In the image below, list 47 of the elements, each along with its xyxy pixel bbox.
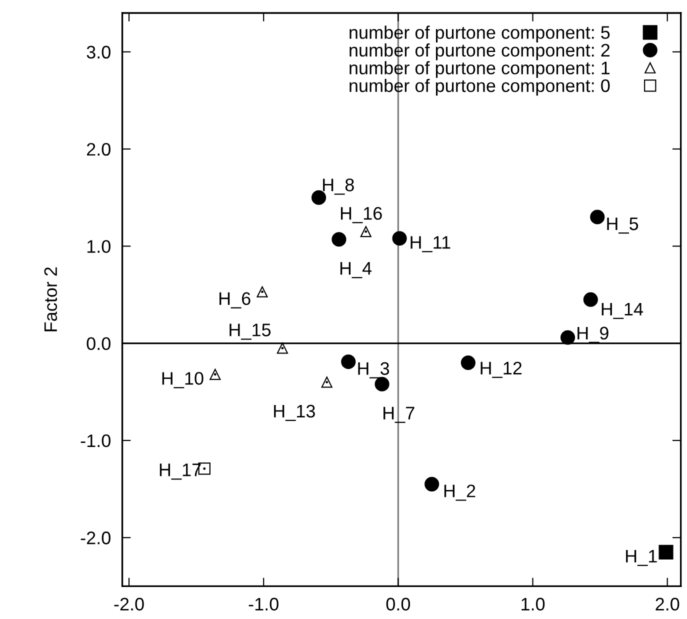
legend-label: number of purtone component: 2 xyxy=(350,43,610,60)
y-axis-title: Factor 2 xyxy=(44,267,58,332)
y-tick-label: 2.0 xyxy=(86,142,110,156)
annotation: H_13 xyxy=(274,404,315,421)
x-tick-label: -2.0 xyxy=(114,598,144,611)
x-tick-label: -1.0 xyxy=(248,598,278,611)
y-tick-label: 3.0 xyxy=(86,46,110,59)
legend-label: number of purtone component: 1 xyxy=(350,61,610,78)
annotation: H_7 xyxy=(384,406,414,423)
point xyxy=(590,210,605,224)
annotation: H_17 xyxy=(160,464,201,480)
legend-label: number of purtone component: 5 xyxy=(350,26,610,42)
point xyxy=(360,226,372,238)
annotation: H_9 xyxy=(578,326,608,343)
annotation: H_6 xyxy=(220,292,250,308)
annotation: H_14 xyxy=(602,302,643,319)
annotation: H_4 xyxy=(340,262,372,278)
annotation: H_2 xyxy=(444,484,476,501)
point xyxy=(583,292,598,307)
annotation: H_5 xyxy=(607,218,638,234)
point xyxy=(321,376,332,388)
annotation: H_8 xyxy=(323,178,354,195)
point xyxy=(392,231,407,246)
y-tick-label: -1.0 xyxy=(80,434,110,448)
annotation: H_10 xyxy=(162,372,204,388)
y-tick-label: -2.0 xyxy=(80,532,110,544)
point xyxy=(332,232,346,247)
point xyxy=(658,544,674,560)
annotation: H_11 xyxy=(410,236,450,252)
annotation: H_16 xyxy=(340,206,382,224)
annotation: H_15 xyxy=(230,324,271,340)
y-tick-label: 1.0 xyxy=(87,240,110,253)
point xyxy=(460,355,476,370)
x-tick-label: 2.0 xyxy=(656,598,680,611)
y-tick-label: 0.0 xyxy=(86,337,110,350)
x-tick-label: 0.0 xyxy=(386,598,410,611)
point xyxy=(341,354,356,370)
annotation: H_3 xyxy=(358,362,390,378)
point xyxy=(210,368,221,380)
legend-label: number of purtone component: 0 xyxy=(350,78,610,96)
point xyxy=(424,476,440,492)
annotation: H_1 xyxy=(626,550,657,566)
annotation: H_12 xyxy=(480,362,522,378)
x-tick-label: 1.0 xyxy=(522,598,545,611)
point xyxy=(276,342,288,354)
point xyxy=(256,286,268,298)
point xyxy=(560,330,576,345)
